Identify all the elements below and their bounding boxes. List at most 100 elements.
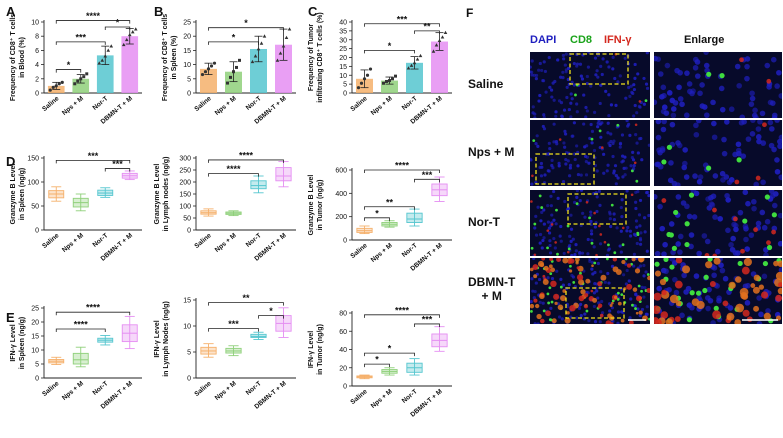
data-point [209,64,214,68]
y-tick-label: 4 [35,62,39,69]
significance-label: *** [397,14,408,24]
data-point [359,81,364,85]
significance-label: **** [86,11,101,21]
y-tick-label: 10 [31,348,39,355]
x-tick-label: Nps + M [61,232,85,254]
significance-bracket [55,69,82,73]
y-tick-label: 5 [343,82,347,89]
data-point [127,32,132,37]
data-point [362,77,367,81]
y-tick-label: 60 [339,329,347,336]
micrograph-tile [530,258,650,324]
data-point [60,80,64,84]
x-tick-label: Nor-T [401,388,419,405]
data-point [365,73,370,77]
x-tick-label: Nor-T [245,232,263,249]
y-axis-label: in Lymph Nodes (ng/g) [163,301,170,377]
significance-bracket [55,41,106,45]
y-tick-label: 250 [179,168,191,175]
data-point [79,77,83,81]
significance-bracket [208,328,259,332]
data-point [391,77,394,81]
y-axis-label: in Tumor (ng/g) [317,180,324,231]
x-tick-label: Nps + M [61,95,85,117]
header-dapi: DAPI [530,34,557,46]
enlarged-tile [654,120,782,186]
y-tick-label: 100 [27,180,39,187]
data-point [253,54,258,58]
y-tick-label: 0 [35,228,39,235]
x-tick-label: Saline [349,95,369,113]
y-tick-label: 10 [31,20,39,27]
data-point [103,54,108,58]
enlarged-tile [654,258,782,324]
row-label-line: + M [481,289,502,303]
significance-label: * [375,355,379,365]
x-tick-label: Nor-T [401,95,419,112]
significance-label: * [388,41,392,51]
data-point [262,34,267,38]
y-tick-label: 5 [187,76,191,83]
x-tick-label: Nor-T [92,380,110,397]
y-tick-label: 15 [183,298,191,305]
y-tick-label: 8 [35,34,39,41]
y-axis-label: Frequency of Tumor [308,24,315,91]
row-label-line: DBMN-T [468,275,516,289]
data-point [229,75,232,79]
y-axis-label: IFN-γ Level [308,331,315,368]
y-axis-label: in Spleen (%) [171,36,178,80]
zoom-region-box [567,193,627,225]
x-tick-label: Saline [41,380,61,398]
data-point [106,48,111,52]
y-tick-label: 0 [343,384,347,391]
y-tick-label: 0 [343,91,347,98]
x-tick-label: Nps + M [214,380,238,402]
y-tick-label: 100 [179,204,191,211]
y-tick-label: 30 [339,37,347,44]
y-axis-label: in Blood (%) [19,37,26,78]
x-tick-label: Saline [349,242,369,260]
data-point [85,72,89,76]
y-tick-label: 5 [35,362,39,369]
y-tick-label: 400 [335,191,347,198]
data-point [48,88,52,92]
significance-bracket [55,311,131,316]
data-point [259,41,264,45]
significance-label: * [375,208,379,218]
y-tick-label: 15 [183,48,191,55]
box [250,333,267,338]
y-tick-label: 600 [335,168,347,175]
significance-label: *** [112,159,123,169]
data-point [281,44,286,48]
data-point [238,58,241,62]
significance-bracket [364,50,415,54]
y-tick-label: 0 [35,91,39,98]
bar [275,44,292,93]
panel-letter-d1: D [6,154,15,169]
y-tick-label: 20 [339,55,347,62]
significance-bracket [55,328,106,332]
data-point [394,74,397,78]
x-tick-label: Nps + M [214,232,238,254]
significance-label: *** [422,170,433,180]
data-point [121,42,126,47]
chart-d3: 0 200 400 600 Granzyme B Level in Tumor (ng/g… [308,161,452,273]
data-point [130,30,135,34]
y-tick-label: 35 [339,28,347,35]
significance-bracket [258,315,284,319]
bar [96,55,114,93]
y-tick-label: 5 [187,350,191,357]
y-tick-label: 20 [339,365,347,372]
y-axis-label: in Spleen (ng/g) [19,317,26,370]
row-label: Saline [468,77,503,91]
data-point [409,63,414,67]
x-tick-label: Saline [193,380,213,398]
y-tick-label: 25 [339,46,347,53]
y-axis-label: Granzyme B Level [308,175,315,236]
bar [121,36,139,93]
y-tick-label: 20 [183,34,191,41]
chart-e1: E 0 5 10 15 20 25 IFN-γ Level in Spleen (ng/g) Sa… [6,303,142,411]
y-tick-label: 0 [187,228,191,235]
chart-a: A 0 2 4 6 8 10 Frequency of CD8⁺ T cells in Bloo… [6,4,142,126]
significance-label: *** [422,314,433,324]
